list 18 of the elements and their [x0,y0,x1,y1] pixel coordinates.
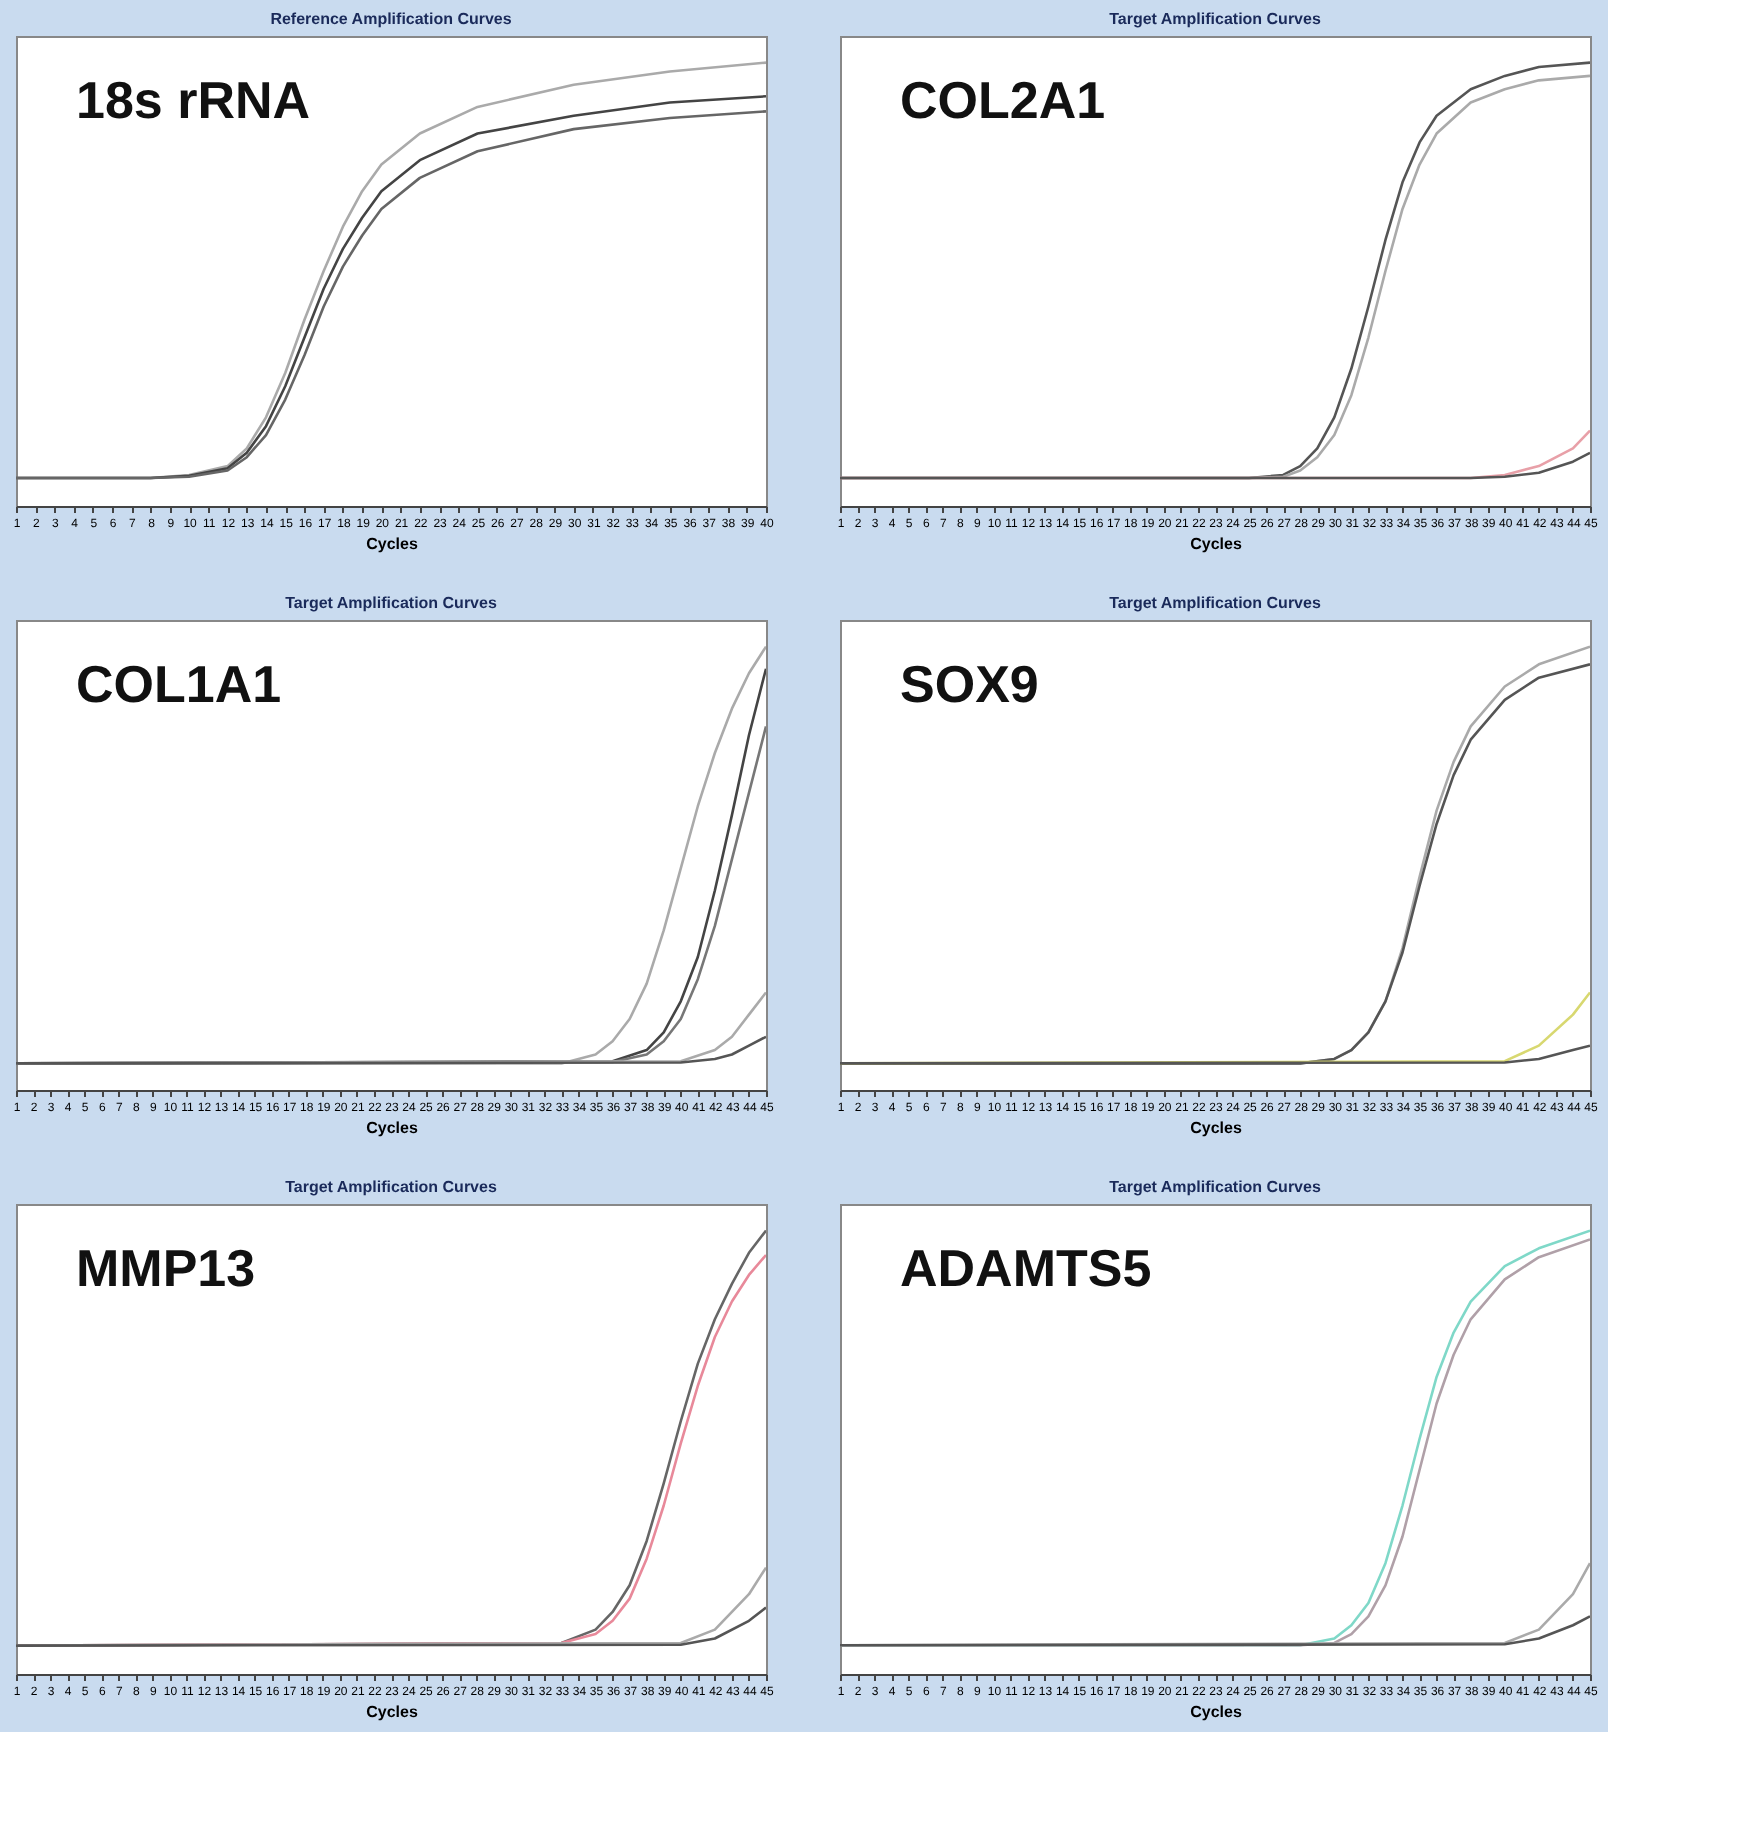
x-axis-title: Cycles [366,535,419,553]
annotation: ADAMTS5 [900,1238,1152,1298]
chart-title: Target Amplification Curves [1109,10,1322,28]
x-axis-title: Cycles [366,1703,419,1721]
x-axis-title: Cycles [1190,1703,1243,1721]
chart-title: Reference Amplification Curves [270,10,513,28]
chart-title: Target Amplification Curves [285,594,498,612]
chart-title: Target Amplification Curves [285,1178,498,1196]
x-axis-title: Cycles [1190,535,1243,553]
annotation: 18s rRNA [76,70,311,130]
annotation: COL2A1 [900,70,1106,130]
chart-title: Target Amplification Curves [1109,1178,1322,1196]
annotation: COL1A1 [76,654,282,714]
annotation: MMP13 [76,1238,256,1298]
x-axis-title: Cycles [1190,1119,1243,1137]
x-axis-title: Cycles [366,1119,419,1137]
annotation: SOX9 [900,654,1039,714]
chart-title: Target Amplification Curves [1109,594,1322,612]
